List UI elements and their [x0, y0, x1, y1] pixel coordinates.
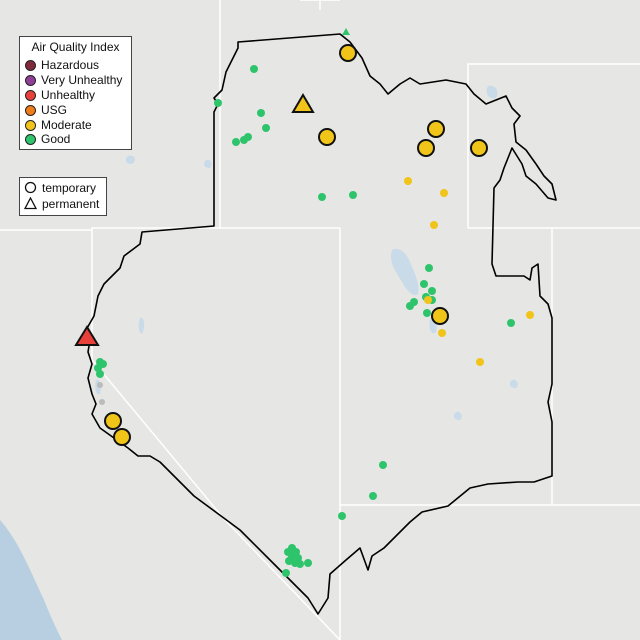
triangle-icon: [24, 197, 37, 210]
legend-item-unhealthy: Unhealthy: [25, 88, 95, 102]
aqi-marker-good[interactable]: [349, 191, 357, 199]
aqi-marker-good[interactable]: [282, 569, 290, 577]
aqi-marker-moderate[interactable]: [526, 311, 534, 319]
legend-label: permanent: [42, 196, 100, 211]
circle-icon: [24, 181, 37, 194]
good-swatch: [25, 133, 36, 145]
ocean: [0, 520, 62, 640]
hazardous-swatch: [25, 59, 36, 71]
aqi-marker-good-permanent[interactable]: [342, 28, 350, 35]
small-lake: [125, 155, 135, 164]
aqi-marker-good[interactable]: [420, 280, 428, 288]
usg-swatch: [25, 104, 36, 116]
aqi-marker-moderate[interactable]: [424, 296, 432, 304]
aqi-marker-good[interactable]: [232, 138, 240, 146]
legend-item-hazardous: Hazardous: [25, 58, 99, 72]
legend-label: temporary: [42, 180, 97, 195]
great-salt-lake: [390, 248, 419, 296]
legend-item-permanent: permanent: [24, 196, 99, 211]
pyramid-lake: [138, 317, 145, 334]
aqi-marker-good[interactable]: [410, 298, 418, 306]
aqi-marker-moderate-temporary[interactable]: [113, 428, 131, 446]
aqi-marker-moderate-temporary[interactable]: [339, 44, 357, 62]
legend-title: Air Quality Index: [31, 40, 120, 54]
aqi-marker-moderate[interactable]: [404, 177, 412, 185]
small-lake: [453, 411, 462, 420]
aqi-marker-moderate[interactable]: [430, 221, 438, 229]
moderate-swatch: [25, 119, 36, 131]
aqi-marker-good[interactable]: [379, 461, 387, 469]
unhealthy-swatch: [25, 89, 36, 101]
legend-label: Moderate: [41, 118, 92, 132]
legend-item-temporary: temporary: [24, 180, 96, 195]
good-small-markers: [94, 28, 515, 577]
aqi-marker-moderate-temporary[interactable]: [417, 139, 435, 157]
very-unhealthy-swatch: [25, 74, 36, 86]
aqi-marker-good[interactable]: [425, 264, 433, 272]
aqi-marker-good[interactable]: [369, 492, 377, 500]
aqi-marker-moderate-temporary[interactable]: [318, 128, 336, 146]
moderate-large-markers: [104, 44, 488, 446]
aqi-marker-good[interactable]: [423, 309, 431, 317]
aqi-marker-good[interactable]: [250, 65, 258, 73]
aqi-marker-moderate[interactable]: [440, 189, 448, 197]
aqi-marker-moderate-temporary[interactable]: [427, 120, 445, 138]
aqi-marker-good[interactable]: [318, 193, 326, 201]
aqi-marker-good[interactable]: [296, 560, 304, 568]
aqi-marker-moderate-temporary[interactable]: [104, 412, 122, 430]
aqi-marker-good[interactable]: [428, 287, 436, 295]
legend-item-good: Good: [25, 132, 70, 146]
legend-item-usg: USG: [25, 103, 67, 117]
aqi-marker-good[interactable]: [99, 360, 107, 368]
aqi-marker-good[interactable]: [257, 109, 265, 117]
legend-label: Hazardous: [41, 58, 100, 72]
moderate-small-markers: [404, 177, 534, 366]
legend-label: Good: [41, 132, 71, 146]
aqi-marker-good[interactable]: [214, 99, 222, 107]
aqi-marker-moderate-temporary[interactable]: [470, 139, 488, 157]
grey-markers: [97, 382, 105, 405]
aqi-marker-moderate[interactable]: [438, 329, 446, 337]
legend-label: USG: [41, 103, 68, 117]
legend-label: Very Unhealthy: [41, 73, 123, 87]
yellowstone-lake: [486, 85, 498, 99]
aqi-legend: Air Quality Index Hazardous Very Unhealt…: [19, 36, 132, 150]
small-lake: [203, 159, 212, 168]
aqi-marker-moderate-permanent[interactable]: [291, 93, 315, 113]
aqi-marker-moderate[interactable]: [476, 358, 484, 366]
aqi-marker-unhealthy-permanent[interactable]: [74, 325, 100, 346]
aqi-marker-good[interactable]: [262, 124, 270, 132]
monitor-type-legend: temporary permanent: [19, 177, 107, 216]
aqi-marker-good[interactable]: [244, 133, 252, 141]
legend-item-moderate: Moderate: [25, 118, 92, 132]
aqi-marker-good[interactable]: [304, 559, 312, 567]
aqi-marker-moderate-temporary[interactable]: [431, 307, 449, 325]
legend-item-very-unhealthy: Very Unhealthy: [25, 73, 122, 87]
aqi-marker-good[interactable]: [338, 512, 346, 520]
aqi-marker-good[interactable]: [507, 319, 515, 327]
legend-label: Unhealthy: [41, 88, 96, 102]
small-lake: [509, 379, 518, 388]
aqi-marker-good[interactable]: [96, 370, 104, 378]
